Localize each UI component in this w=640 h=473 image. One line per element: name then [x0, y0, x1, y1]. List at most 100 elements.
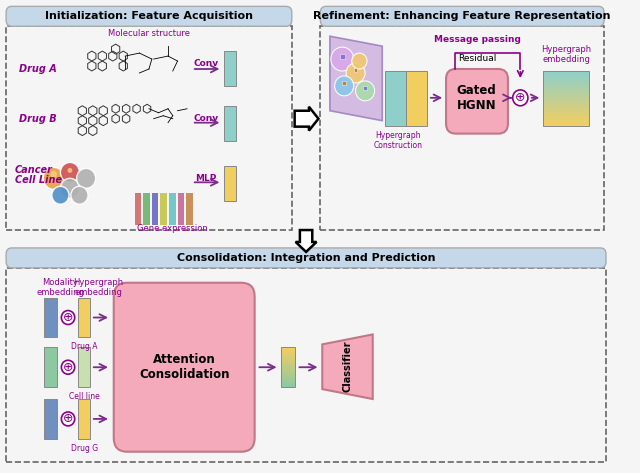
Bar [543, 80, 589, 81]
Bar [543, 117, 589, 118]
Bar [543, 74, 589, 76]
Bar [543, 116, 589, 117]
Bar [282, 383, 294, 385]
Bar [543, 107, 589, 108]
Bar [543, 81, 589, 82]
Text: Hypergraph
embedding: Hypergraph embedding [74, 278, 124, 297]
Bar [282, 368, 294, 370]
Text: Cell line: Cell line [69, 392, 100, 401]
Bar [282, 374, 294, 376]
Bar [543, 96, 589, 97]
Bar [224, 51, 236, 86]
Text: ⊕: ⊕ [515, 91, 525, 105]
Bar [543, 86, 589, 88]
Bar [321, 26, 604, 230]
Bar [282, 378, 294, 380]
Bar [543, 84, 589, 86]
Bar [543, 122, 589, 123]
Bar [282, 357, 294, 359]
Text: Gated
HGNN: Gated HGNN [456, 84, 497, 112]
Circle shape [61, 311, 75, 324]
Bar [543, 119, 589, 120]
Bar [282, 380, 294, 382]
Polygon shape [330, 36, 382, 121]
FancyArrow shape [296, 230, 317, 252]
Bar [282, 384, 294, 385]
Bar [543, 104, 589, 105]
Bar [186, 193, 193, 225]
Bar [282, 371, 294, 373]
Bar [282, 358, 294, 360]
Bar [177, 193, 184, 225]
Bar [543, 78, 589, 79]
Bar [543, 105, 589, 106]
Bar [543, 87, 589, 88]
Bar [282, 377, 294, 379]
Bar [224, 166, 236, 201]
Circle shape [61, 412, 75, 426]
Bar [143, 193, 150, 225]
Bar [282, 362, 294, 364]
Bar [282, 385, 294, 386]
Bar [543, 77, 589, 79]
Text: ⊕: ⊕ [63, 361, 74, 374]
Circle shape [51, 171, 57, 178]
Bar [282, 382, 294, 384]
Bar [282, 363, 294, 365]
Bar [282, 347, 294, 349]
Bar [282, 350, 294, 352]
Bar [282, 352, 294, 354]
Bar [543, 93, 589, 94]
Bar [224, 106, 236, 140]
Bar [169, 193, 175, 225]
Bar [543, 100, 589, 101]
Bar [152, 193, 159, 225]
Circle shape [60, 162, 79, 182]
Bar [543, 72, 589, 73]
Bar [77, 298, 90, 337]
Bar [543, 108, 589, 109]
Bar [44, 347, 56, 387]
Bar [282, 359, 294, 361]
Bar [282, 361, 294, 363]
Bar [354, 68, 358, 72]
Bar [543, 102, 589, 103]
Bar [282, 351, 294, 353]
FancyArrow shape [294, 107, 319, 131]
Bar [282, 386, 294, 387]
Bar [543, 118, 589, 119]
Text: ⊕: ⊕ [63, 311, 74, 324]
Bar [543, 106, 589, 107]
Bar [543, 92, 589, 93]
Bar [543, 114, 589, 115]
Bar [282, 379, 294, 381]
Bar [543, 73, 589, 74]
Bar [282, 367, 294, 369]
Circle shape [68, 168, 72, 173]
Bar [543, 115, 589, 116]
Circle shape [77, 168, 95, 188]
Bar [543, 85, 589, 87]
Bar [282, 356, 294, 358]
Bar [282, 360, 294, 362]
Bar [543, 120, 589, 121]
Bar [282, 376, 294, 377]
Bar [543, 71, 589, 126]
Text: Drug A: Drug A [71, 342, 97, 351]
Bar [543, 89, 589, 90]
Circle shape [60, 178, 79, 198]
Bar [543, 99, 589, 100]
Text: Conv: Conv [193, 59, 219, 68]
Bar [543, 101, 589, 102]
Bar [543, 109, 589, 110]
Circle shape [71, 186, 88, 204]
Text: Drug A: Drug A [19, 64, 56, 74]
Bar [543, 75, 589, 77]
FancyBboxPatch shape [6, 6, 292, 26]
Bar [282, 365, 294, 367]
Bar [282, 373, 294, 375]
Text: Consolidation: Integration and Prediction: Consolidation: Integration and Predictio… [177, 253, 435, 263]
FancyBboxPatch shape [446, 69, 508, 133]
Bar [543, 125, 589, 126]
Circle shape [346, 63, 365, 83]
